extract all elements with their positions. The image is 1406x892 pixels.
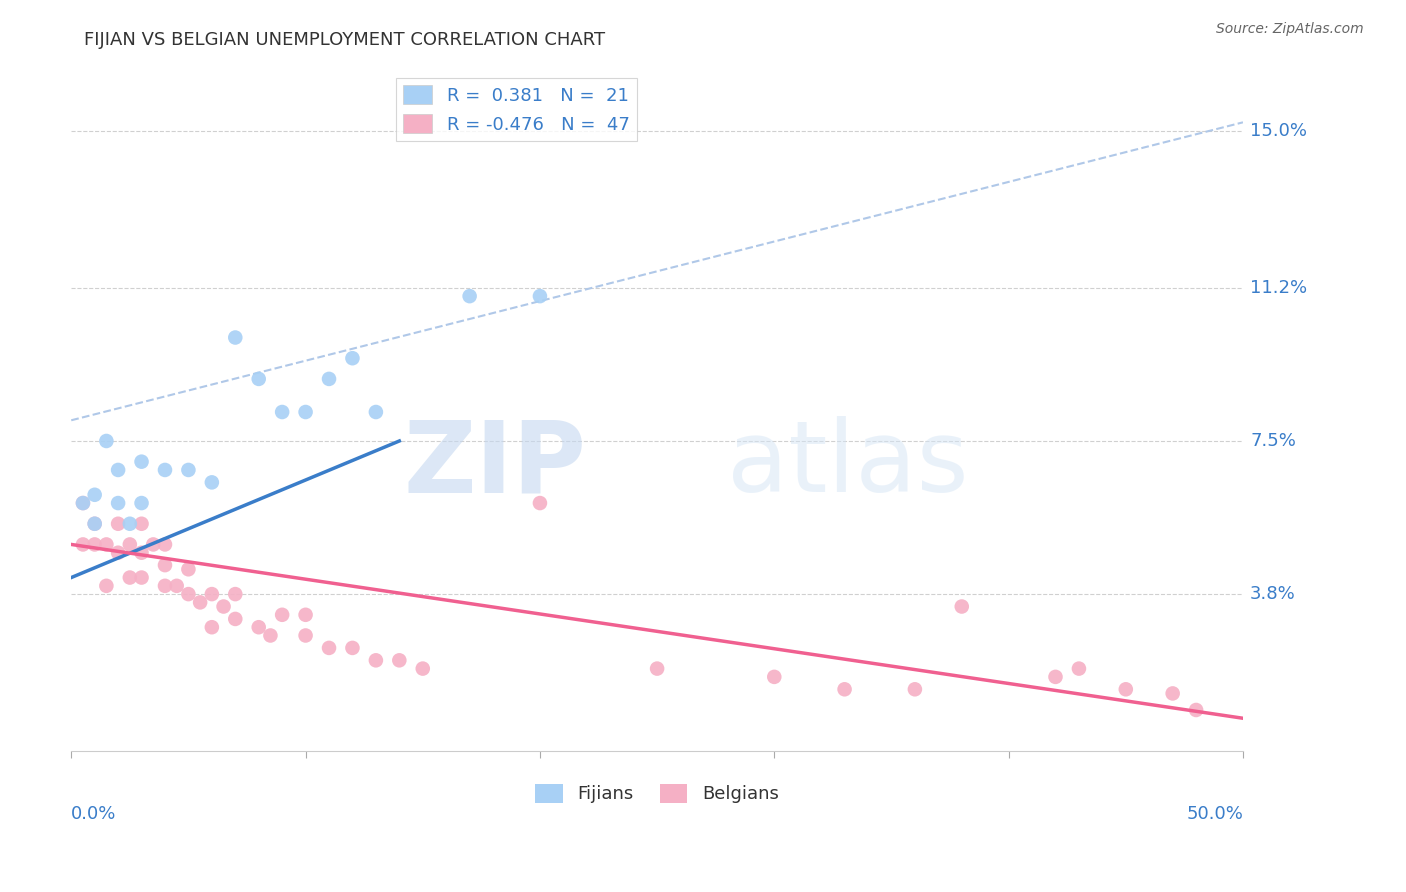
Legend: Fijians, Belgians: Fijians, Belgians: [529, 777, 786, 811]
Point: [212, 599, 235, 614]
Point: [529, 496, 551, 510]
Point: [318, 372, 340, 386]
Point: [201, 587, 224, 601]
Point: [177, 562, 200, 576]
Point: [247, 372, 270, 386]
Point: [72, 496, 94, 510]
Point: [763, 670, 786, 684]
Text: 0.0%: 0.0%: [72, 805, 117, 823]
Point: [153, 463, 176, 477]
Point: [96, 579, 118, 593]
Text: Source: ZipAtlas.com: Source: ZipAtlas.com: [1216, 22, 1364, 37]
Point: [153, 558, 176, 573]
Point: [388, 653, 411, 667]
Point: [177, 587, 200, 601]
Point: [107, 496, 129, 510]
Point: [271, 405, 294, 419]
Point: [529, 289, 551, 303]
Point: [645, 662, 668, 676]
Point: [342, 640, 364, 655]
Text: atlas: atlas: [727, 416, 969, 513]
Point: [271, 607, 294, 622]
Point: [950, 599, 973, 614]
Point: [118, 570, 141, 584]
Point: [83, 488, 105, 502]
Point: [201, 475, 224, 490]
Point: [1161, 686, 1184, 700]
Text: FIJIAN VS BELGIAN UNEMPLOYMENT CORRELATION CHART: FIJIAN VS BELGIAN UNEMPLOYMENT CORRELATI…: [84, 31, 606, 49]
Point: [131, 455, 153, 469]
Point: [294, 607, 316, 622]
Point: [107, 463, 129, 477]
Point: [412, 662, 434, 676]
Point: [224, 330, 246, 344]
Point: [1067, 662, 1090, 676]
Point: [458, 289, 481, 303]
Text: 3.8%: 3.8%: [1250, 585, 1296, 603]
Point: [342, 351, 364, 366]
Point: [224, 612, 246, 626]
Point: [904, 682, 927, 697]
Point: [834, 682, 856, 697]
Point: [72, 537, 94, 551]
Point: [294, 405, 316, 419]
Point: [142, 537, 165, 551]
Point: [83, 516, 105, 531]
Point: [224, 587, 246, 601]
Point: [1045, 670, 1067, 684]
Point: [1185, 703, 1208, 717]
Point: [201, 620, 224, 634]
Point: [107, 546, 129, 560]
Text: 15.0%: 15.0%: [1250, 121, 1308, 139]
Point: [72, 496, 94, 510]
Text: 11.2%: 11.2%: [1250, 279, 1308, 297]
Point: [247, 620, 270, 634]
Point: [118, 516, 141, 531]
Point: [131, 496, 153, 510]
Point: [107, 516, 129, 531]
Point: [131, 516, 153, 531]
Point: [1115, 682, 1137, 697]
Point: [96, 537, 118, 551]
Point: [131, 570, 153, 584]
Point: [118, 537, 141, 551]
Point: [96, 434, 118, 448]
Point: [177, 463, 200, 477]
Point: [153, 537, 176, 551]
Point: [188, 595, 211, 609]
Point: [83, 516, 105, 531]
Point: [318, 640, 340, 655]
Point: [83, 537, 105, 551]
Point: [166, 579, 188, 593]
Point: [364, 405, 387, 419]
Point: [259, 628, 281, 642]
Text: 7.5%: 7.5%: [1250, 432, 1296, 450]
Point: [131, 546, 153, 560]
Point: [294, 628, 316, 642]
Text: ZIP: ZIP: [404, 416, 586, 513]
Text: 50.0%: 50.0%: [1187, 805, 1243, 823]
Point: [364, 653, 387, 667]
Point: [153, 579, 176, 593]
